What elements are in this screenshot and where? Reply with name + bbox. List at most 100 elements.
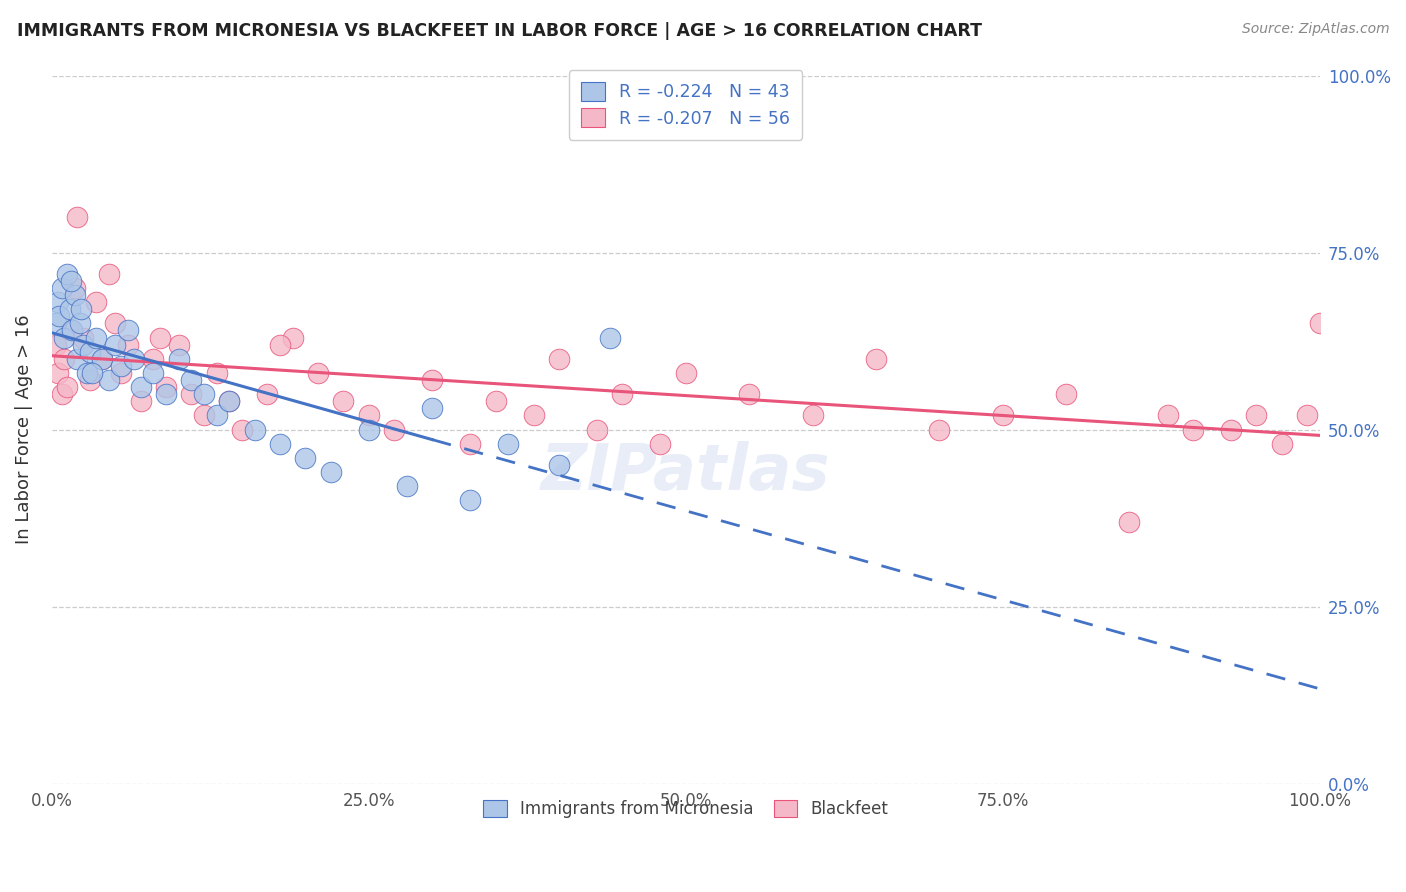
Point xyxy=(522,409,544,423)
Point xyxy=(1271,437,1294,451)
Point xyxy=(142,366,165,380)
Point xyxy=(420,373,443,387)
Point xyxy=(484,394,506,409)
Point xyxy=(66,351,89,366)
Point xyxy=(104,317,127,331)
Point xyxy=(142,351,165,366)
Point xyxy=(45,337,67,351)
Point xyxy=(82,366,104,380)
Point xyxy=(58,302,80,317)
Point xyxy=(586,423,609,437)
Point xyxy=(382,423,405,437)
Point xyxy=(84,295,107,310)
Point xyxy=(458,493,481,508)
Point xyxy=(63,288,86,302)
Point xyxy=(97,267,120,281)
Point xyxy=(496,437,519,451)
Point xyxy=(46,366,69,380)
Point xyxy=(60,323,83,337)
Point xyxy=(97,373,120,387)
Point xyxy=(269,437,291,451)
Point xyxy=(1181,423,1204,437)
Point xyxy=(738,387,761,401)
Point xyxy=(117,323,139,337)
Point xyxy=(46,295,69,310)
Point xyxy=(129,394,152,409)
Point xyxy=(332,394,354,409)
Point xyxy=(66,210,89,224)
Point xyxy=(84,330,107,344)
Point xyxy=(91,351,114,366)
Point xyxy=(53,351,76,366)
Point xyxy=(205,366,228,380)
Point xyxy=(991,409,1014,423)
Point xyxy=(1309,317,1331,331)
Point xyxy=(1219,423,1241,437)
Point xyxy=(79,344,101,359)
Point xyxy=(307,366,329,380)
Point xyxy=(801,409,824,423)
Point xyxy=(51,281,73,295)
Point xyxy=(281,330,304,344)
Point xyxy=(104,337,127,351)
Point xyxy=(193,387,215,401)
Point xyxy=(420,401,443,416)
Text: ZIPatlas: ZIPatlas xyxy=(541,442,831,503)
Point xyxy=(928,423,950,437)
Point xyxy=(117,337,139,351)
Text: Source: ZipAtlas.com: Source: ZipAtlas.com xyxy=(1241,22,1389,37)
Point xyxy=(45,317,67,331)
Legend: Immigrants from Micronesia, Blackfeet: Immigrants from Micronesia, Blackfeet xyxy=(477,794,894,825)
Point xyxy=(59,323,82,337)
Point xyxy=(1118,515,1140,529)
Point xyxy=(56,380,79,394)
Point xyxy=(76,366,98,380)
Y-axis label: In Labor Force | Age > 16: In Labor Force | Age > 16 xyxy=(15,315,32,544)
Text: IMMIGRANTS FROM MICRONESIA VS BLACKFEET IN LABOR FORCE | AGE > 16 CORRELATION CH: IMMIGRANTS FROM MICRONESIA VS BLACKFEET … xyxy=(17,22,981,40)
Point xyxy=(148,330,170,344)
Point xyxy=(256,387,278,401)
Point xyxy=(180,373,202,387)
Point xyxy=(155,387,177,401)
Point xyxy=(70,302,93,317)
Point xyxy=(231,423,253,437)
Point xyxy=(548,351,571,366)
Point xyxy=(612,387,634,401)
Point xyxy=(91,351,114,366)
Point xyxy=(458,437,481,451)
Point xyxy=(865,351,887,366)
Point xyxy=(243,423,266,437)
Point xyxy=(110,359,132,373)
Point xyxy=(319,465,342,479)
Point xyxy=(205,409,228,423)
Point xyxy=(167,351,190,366)
Point xyxy=(395,479,418,493)
Point xyxy=(269,337,291,351)
Point xyxy=(599,330,621,344)
Point xyxy=(548,458,571,472)
Point xyxy=(1054,387,1077,401)
Point xyxy=(294,450,316,465)
Point xyxy=(675,366,697,380)
Point xyxy=(129,380,152,394)
Point xyxy=(180,387,202,401)
Point xyxy=(155,380,177,394)
Point xyxy=(1156,409,1178,423)
Point xyxy=(122,351,145,366)
Point xyxy=(1246,409,1268,423)
Point xyxy=(79,373,101,387)
Point xyxy=(72,330,94,344)
Point xyxy=(1296,409,1319,423)
Point xyxy=(72,337,94,351)
Point xyxy=(53,330,76,344)
Point xyxy=(59,274,82,288)
Point xyxy=(357,409,380,423)
Point xyxy=(218,394,240,409)
Point xyxy=(357,423,380,437)
Point xyxy=(69,317,91,331)
Point xyxy=(218,394,240,409)
Point xyxy=(48,310,70,324)
Point xyxy=(650,437,672,451)
Point xyxy=(51,387,73,401)
Point xyxy=(56,267,79,281)
